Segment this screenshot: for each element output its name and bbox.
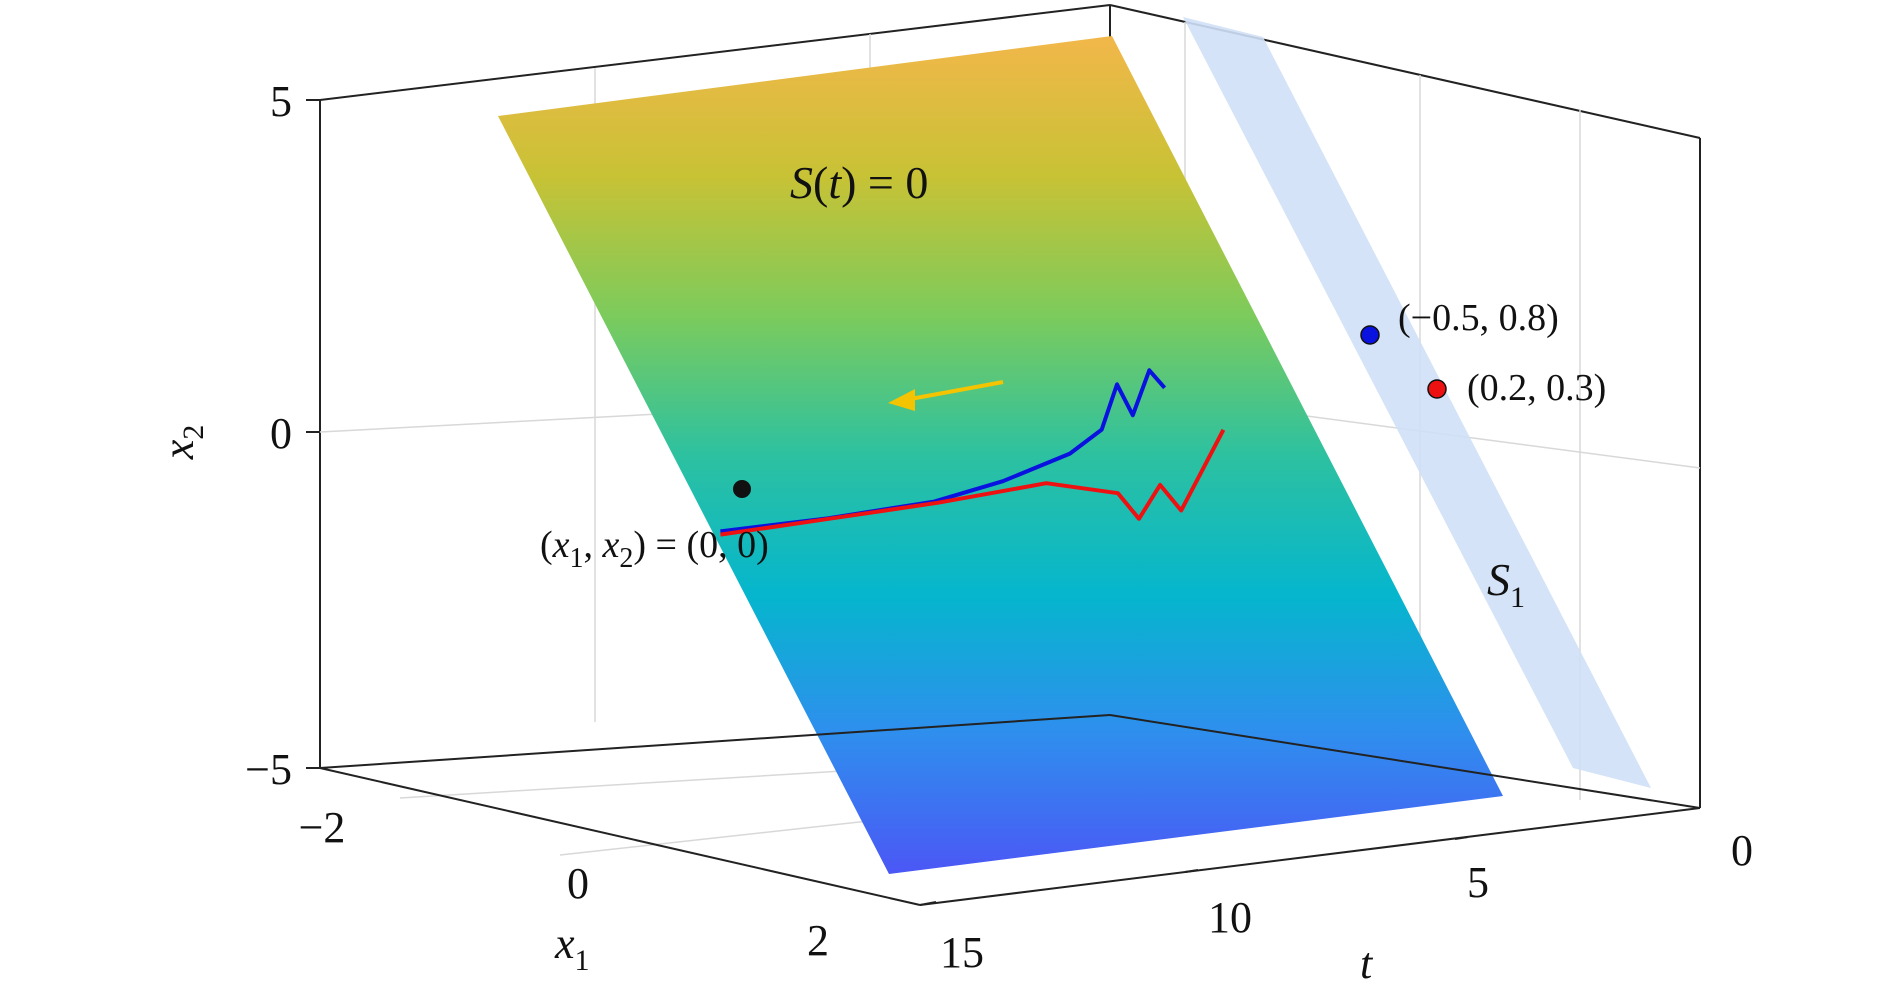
origin-label: (x1, x2) = (0, 0): [540, 524, 769, 574]
t-tick-15: 15: [940, 928, 984, 977]
s-surface: [498, 36, 1503, 874]
t-tick-labels: 15 10 5 0: [940, 826, 1753, 977]
tick-marks: [306, 99, 1469, 906]
t-tick-0: 0: [1731, 826, 1753, 875]
series-layer: [720, 368, 1226, 537]
s1-label: S1: [1487, 554, 1525, 614]
x2-tick-0: 0: [270, 409, 292, 458]
x1-tick-labels: −2 0 2: [299, 803, 829, 965]
plane-label: S(t) = 0: [790, 157, 928, 208]
blue-start-label: (−0.5, 0.8): [1398, 297, 1559, 339]
x2-tick-minus5: −5: [245, 745, 292, 794]
red-start-marker: [1427, 379, 1447, 399]
origin-marker: [733, 480, 751, 498]
x1-tick-0: 0: [567, 859, 589, 908]
t-axis-label: t: [1360, 939, 1374, 988]
s1-surface: [1183, 17, 1651, 788]
blue-start-marker: [1360, 325, 1380, 345]
red-start-label: (0.2, 0.3): [1467, 367, 1606, 409]
x2-tick-5: 5: [270, 77, 292, 126]
x2-tick-labels: 5 0 −5: [245, 77, 292, 794]
x1-tick-minus2: −2: [299, 803, 346, 852]
x2-axis-label: x2: [154, 425, 210, 461]
t-tick-5: 5: [1467, 858, 1489, 907]
x1-axis-label: x1: [554, 919, 590, 977]
box-front: [319, 714, 1701, 906]
x1-tick-2: 2: [807, 916, 829, 965]
red-trajectory: [720, 428, 1226, 537]
t-tick-10: 10: [1208, 893, 1252, 942]
direction-arrow: [888, 380, 1004, 411]
